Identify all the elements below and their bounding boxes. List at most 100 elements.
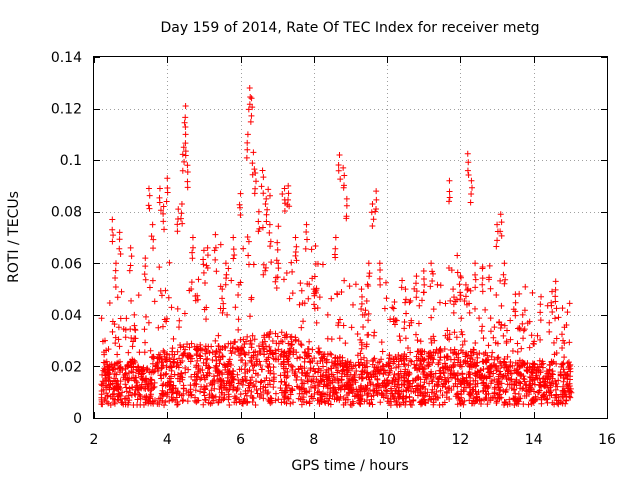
data-point [403, 387, 410, 394]
data-point-peak [485, 276, 492, 283]
data-point [253, 386, 260, 393]
data-point [324, 335, 331, 342]
data-point [327, 350, 334, 357]
data-point [547, 388, 554, 395]
data-point [163, 356, 170, 363]
data-point [396, 391, 403, 398]
data-point-peak [285, 182, 292, 189]
data-point-peak [552, 286, 559, 293]
data-point-peak [230, 234, 237, 241]
data-point [114, 384, 121, 391]
data-point [335, 319, 342, 326]
data-point [314, 304, 321, 311]
data-point [227, 340, 234, 347]
data-point [243, 338, 250, 345]
data-point [247, 357, 254, 364]
data-point [476, 315, 483, 322]
data-point [287, 334, 294, 341]
data-point [498, 374, 505, 381]
data-point [307, 367, 314, 374]
data-point [215, 332, 222, 339]
data-point-peak [373, 196, 380, 203]
data-point [466, 371, 473, 378]
data-point-peak [237, 190, 244, 197]
data-point [408, 388, 415, 395]
data-point-peak [161, 226, 168, 233]
data-point [467, 390, 474, 397]
data-point [159, 364, 166, 371]
data-point [141, 326, 148, 333]
data-point-peak [252, 170, 259, 177]
data-point [467, 384, 474, 391]
data-point [118, 288, 125, 295]
data-point [217, 241, 224, 248]
data-point [464, 285, 471, 292]
data-point [275, 396, 282, 403]
data-point [273, 340, 280, 347]
plot-frame [93, 56, 608, 419]
data-point [147, 380, 154, 387]
data-point [482, 395, 489, 402]
data-point [338, 373, 345, 380]
data-point [529, 369, 536, 376]
data-point [142, 339, 149, 346]
data-point-peak [468, 177, 475, 184]
data-point [253, 378, 260, 385]
data-point-peak [163, 198, 170, 205]
data-point [148, 391, 155, 398]
data-point [323, 374, 330, 381]
data-point [522, 283, 529, 290]
data-point [253, 356, 260, 363]
data-point-peak [160, 203, 167, 210]
data-point [134, 379, 141, 386]
data-point [267, 328, 274, 335]
data-point [242, 370, 249, 377]
data-point [148, 369, 155, 376]
data-point [466, 309, 473, 316]
data-point [226, 401, 233, 408]
data-point [415, 348, 422, 355]
data-point [467, 348, 474, 355]
data-point [257, 385, 264, 392]
data-point-peak [376, 260, 383, 267]
data-point [280, 396, 287, 403]
data-point-peak [335, 161, 342, 168]
data-point [531, 364, 538, 371]
data-point-peak [174, 228, 181, 235]
data-point-peak [248, 95, 255, 102]
data-point-peak [402, 299, 409, 306]
data-point [408, 317, 415, 324]
data-point-peak [204, 244, 211, 251]
data-point [299, 396, 306, 403]
data-point [493, 400, 500, 407]
data-point [428, 335, 434, 342]
data-point [149, 360, 156, 367]
data-point-peak [260, 174, 267, 181]
data-point [184, 341, 191, 348]
data-point-peak [337, 176, 344, 183]
data-point [538, 361, 545, 368]
data-point [284, 368, 291, 375]
data-point [391, 321, 398, 328]
data-point [443, 388, 450, 395]
data-point [234, 371, 241, 378]
data-point [442, 332, 449, 339]
data-point [114, 294, 121, 301]
data-point [511, 401, 518, 408]
data-point [332, 388, 339, 395]
data-point [216, 360, 223, 367]
data-point [514, 348, 521, 355]
data-point [454, 252, 461, 259]
data-point [181, 310, 188, 317]
data-point [159, 387, 166, 394]
data-point [170, 396, 177, 403]
data-point [201, 392, 208, 399]
data-point [102, 377, 109, 384]
data-point [350, 374, 357, 381]
data-point [523, 382, 530, 389]
data-point [169, 351, 176, 358]
data-point [362, 307, 369, 314]
data-point [254, 351, 261, 358]
data-point [333, 396, 340, 403]
data-point-peak [498, 219, 505, 226]
